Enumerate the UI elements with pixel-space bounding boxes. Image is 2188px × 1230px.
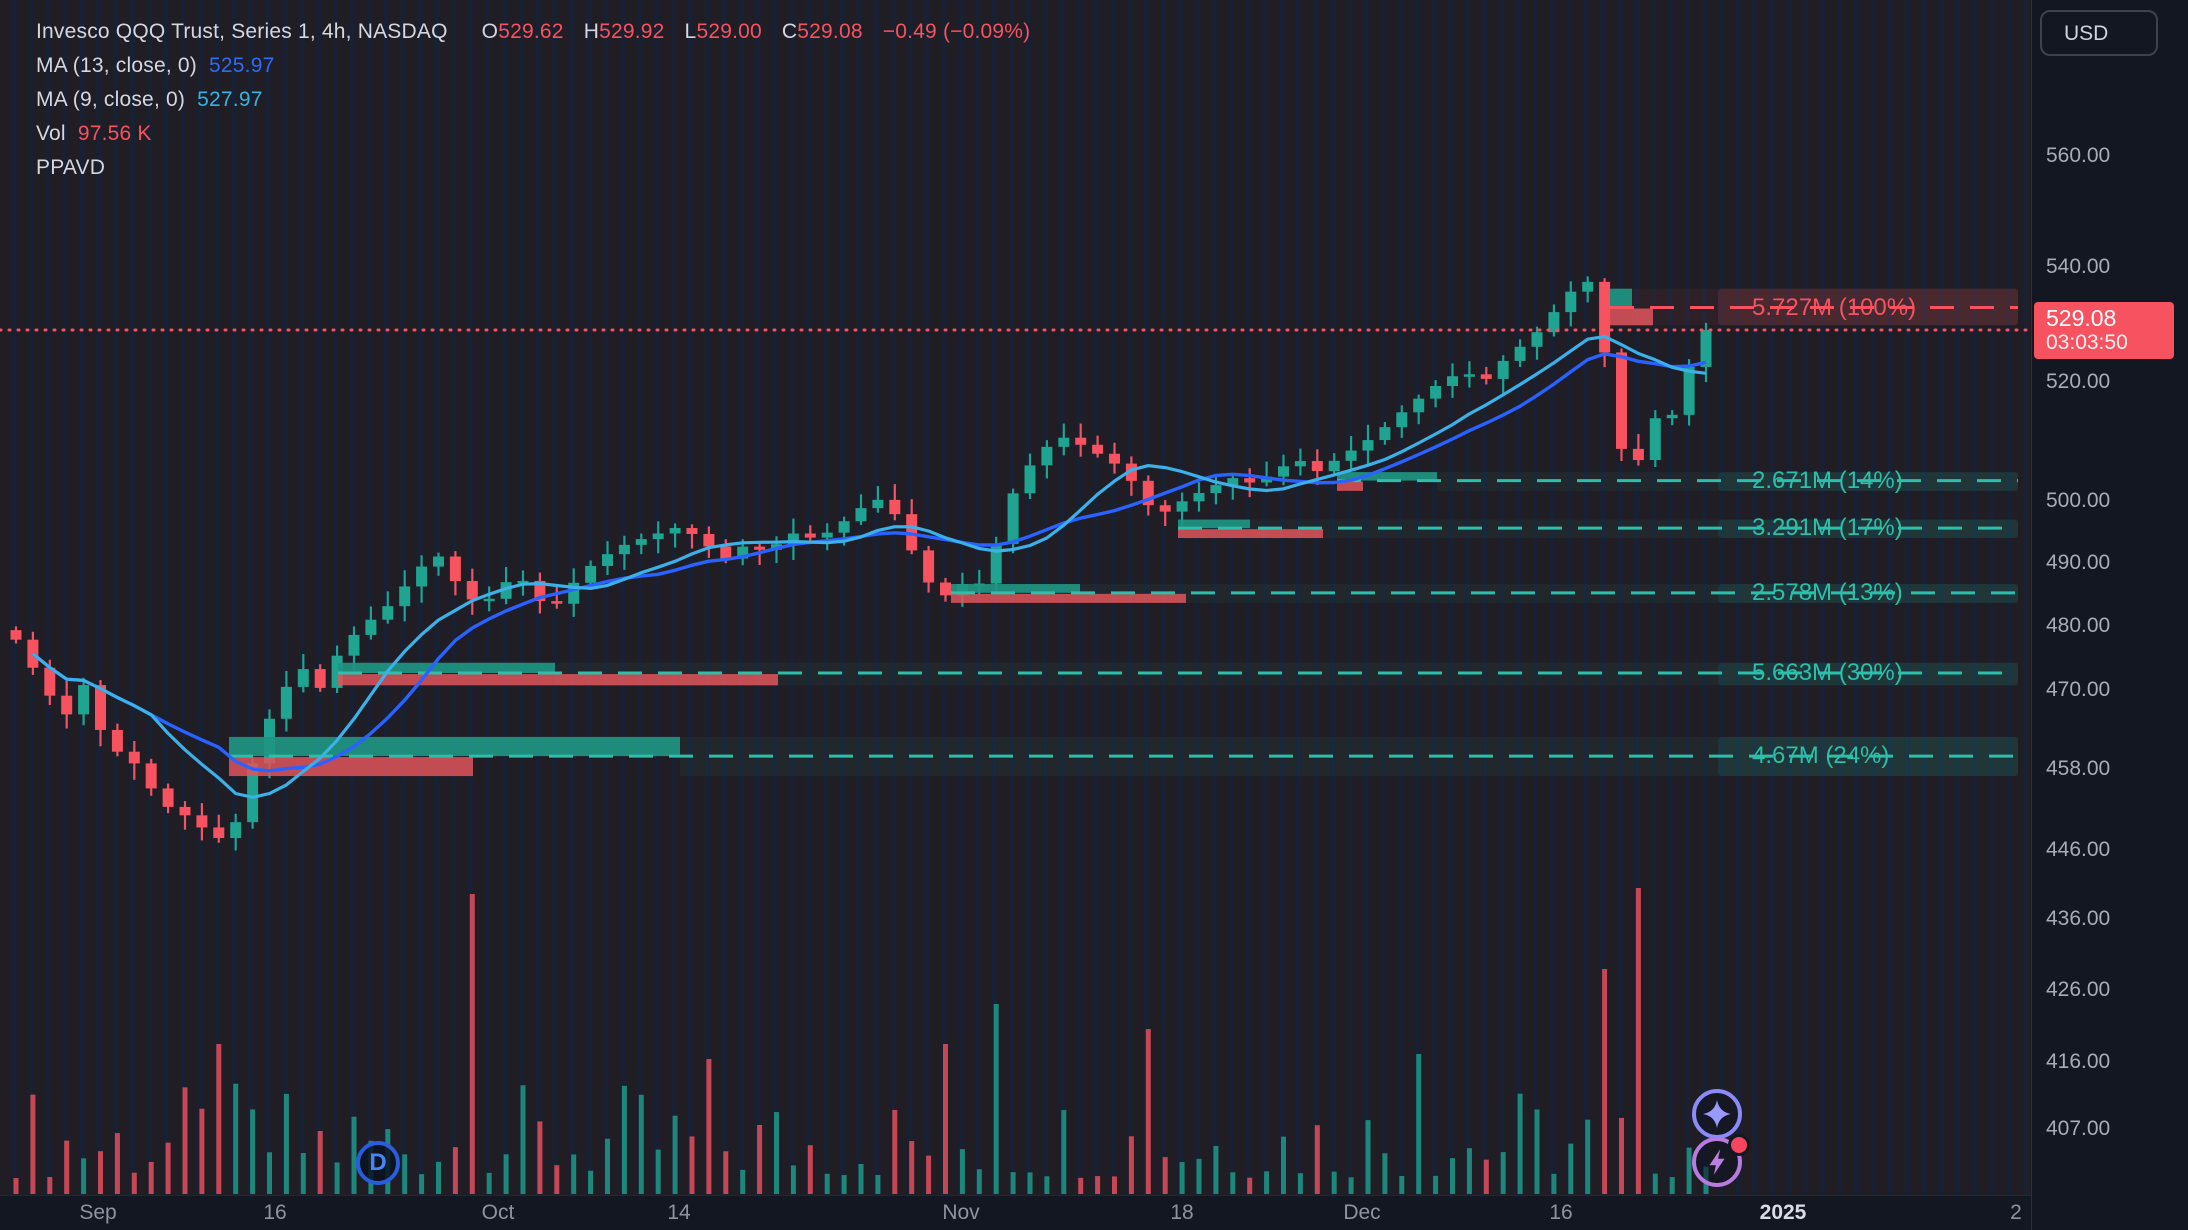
volume-label: Vol bbox=[36, 122, 66, 145]
ma9-legend-row[interactable]: MA (9, close, 0) 527.97 bbox=[36, 88, 263, 112]
low-label: L bbox=[684, 20, 697, 43]
ppavd-level-label: 5.727M (100%) bbox=[1752, 293, 1917, 321]
open-value: 529.62 bbox=[498, 20, 564, 43]
dividend-marker-badge[interactable]: D bbox=[356, 1141, 400, 1185]
time-tick-16: 16 bbox=[1549, 1201, 1573, 1224]
close-value: 529.08 bbox=[797, 20, 863, 43]
ppavd-level-label: 5.663M (30%) bbox=[1752, 659, 1903, 687]
ppavd-level-label: 4.67M (24%) bbox=[1752, 742, 1890, 770]
price-axis[interactable]: USD 529.08 03:03:50 560.00 540.00 520.00 50… bbox=[2031, 0, 2188, 1230]
time-tick-sep: Sep bbox=[79, 1201, 117, 1224]
low-value: 529.00 bbox=[696, 20, 762, 43]
volume-value: 97.56 K bbox=[77, 122, 152, 145]
price-tick: 416.00 bbox=[2046, 1050, 2111, 1074]
currency-button[interactable]: USD bbox=[2040, 10, 2158, 56]
price-tick: 520.00 bbox=[2046, 369, 2111, 393]
ppavd-level-bands bbox=[555, 288, 2018, 777]
last-price-value: 529.08 bbox=[2046, 305, 2117, 332]
close-label: C bbox=[781, 20, 798, 43]
time-tick-2: 2 bbox=[2010, 1201, 2022, 1224]
ma13-value: 525.97 bbox=[209, 54, 275, 77]
price-tick: 560.00 bbox=[2046, 143, 2111, 167]
time-tick-18: 18 bbox=[1170, 1201, 1194, 1224]
ma13-legend-row[interactable]: MA (13, close, 0) 525.97 bbox=[36, 54, 274, 78]
notification-dot bbox=[1728, 1134, 1750, 1156]
volume-legend-row[interactable]: Vol 97.56 K bbox=[36, 122, 152, 146]
ma9-line bbox=[31, 335, 1707, 799]
ppavd-level-bars bbox=[229, 288, 2018, 777]
volume-bars bbox=[13, 888, 1709, 1194]
ppavd-legend-row[interactable]: PPAVD bbox=[36, 156, 105, 180]
ppavd-level-label: 2.578M (13%) bbox=[1752, 578, 1903, 606]
ppavd-label: PPAVD bbox=[36, 156, 106, 179]
price-tick: 426.00 bbox=[2046, 977, 2111, 1001]
symbol-legend-row[interactable]: Invesco QQQ Trust, Series 1, 4h, NASDAQ … bbox=[36, 20, 1030, 44]
time-tick-dec: Dec bbox=[1343, 1201, 1381, 1224]
high-value: 529.92 bbox=[599, 20, 665, 43]
price-tick: 470.00 bbox=[2046, 678, 2111, 702]
price-tick: 458.00 bbox=[2046, 757, 2111, 781]
price-tick: 540.00 bbox=[2046, 254, 2111, 278]
price-tick: 500.00 bbox=[2046, 489, 2111, 513]
high-label: H bbox=[583, 20, 600, 43]
ppavd-level-label: 3.291M (17%) bbox=[1752, 514, 1903, 542]
ma9-value: 527.97 bbox=[197, 88, 263, 111]
symbol-title: Invesco QQQ Trust, Series 1, 4h, NASDAQ bbox=[36, 20, 448, 43]
time-tick-2025: 2025 bbox=[1759, 1201, 1807, 1224]
time-tick-nov: Nov bbox=[942, 1201, 980, 1224]
price-tick: 407.00 bbox=[2046, 1117, 2111, 1141]
price-tick: 480.00 bbox=[2046, 613, 2111, 637]
last-price-badge: 529.08 03:03:50 bbox=[2034, 302, 2174, 360]
open-label: O bbox=[481, 20, 499, 43]
change-value: −0.49 (−0.09%) bbox=[882, 20, 1031, 43]
price-tick: 436.00 bbox=[2046, 907, 2111, 931]
time-tick-oct: Oct bbox=[481, 1201, 515, 1224]
ma13-label: MA (13, close, 0) bbox=[36, 54, 197, 77]
time-tick-16: 16 bbox=[263, 1201, 287, 1224]
ma9-label: MA (9, close, 0) bbox=[36, 88, 186, 111]
price-tick: 446.00 bbox=[2046, 838, 2111, 862]
time-tick-14: 14 bbox=[667, 1201, 691, 1224]
sparkle-icon bbox=[1703, 1100, 1731, 1128]
candlesticks bbox=[10, 276, 1712, 851]
lightning-icon bbox=[1709, 1149, 1725, 1175]
bar-countdown: 03:03:50 bbox=[2046, 331, 2128, 355]
time-axis[interactable]: Sep 16 Oct 14 Nov 18 Dec 16 2025 2 bbox=[0, 1195, 2032, 1230]
sparkle-button[interactable] bbox=[1692, 1089, 1742, 1139]
ppavd-level-label: 2.671M (14%) bbox=[1752, 466, 1903, 494]
price-tick: 490.00 bbox=[2046, 551, 2111, 575]
